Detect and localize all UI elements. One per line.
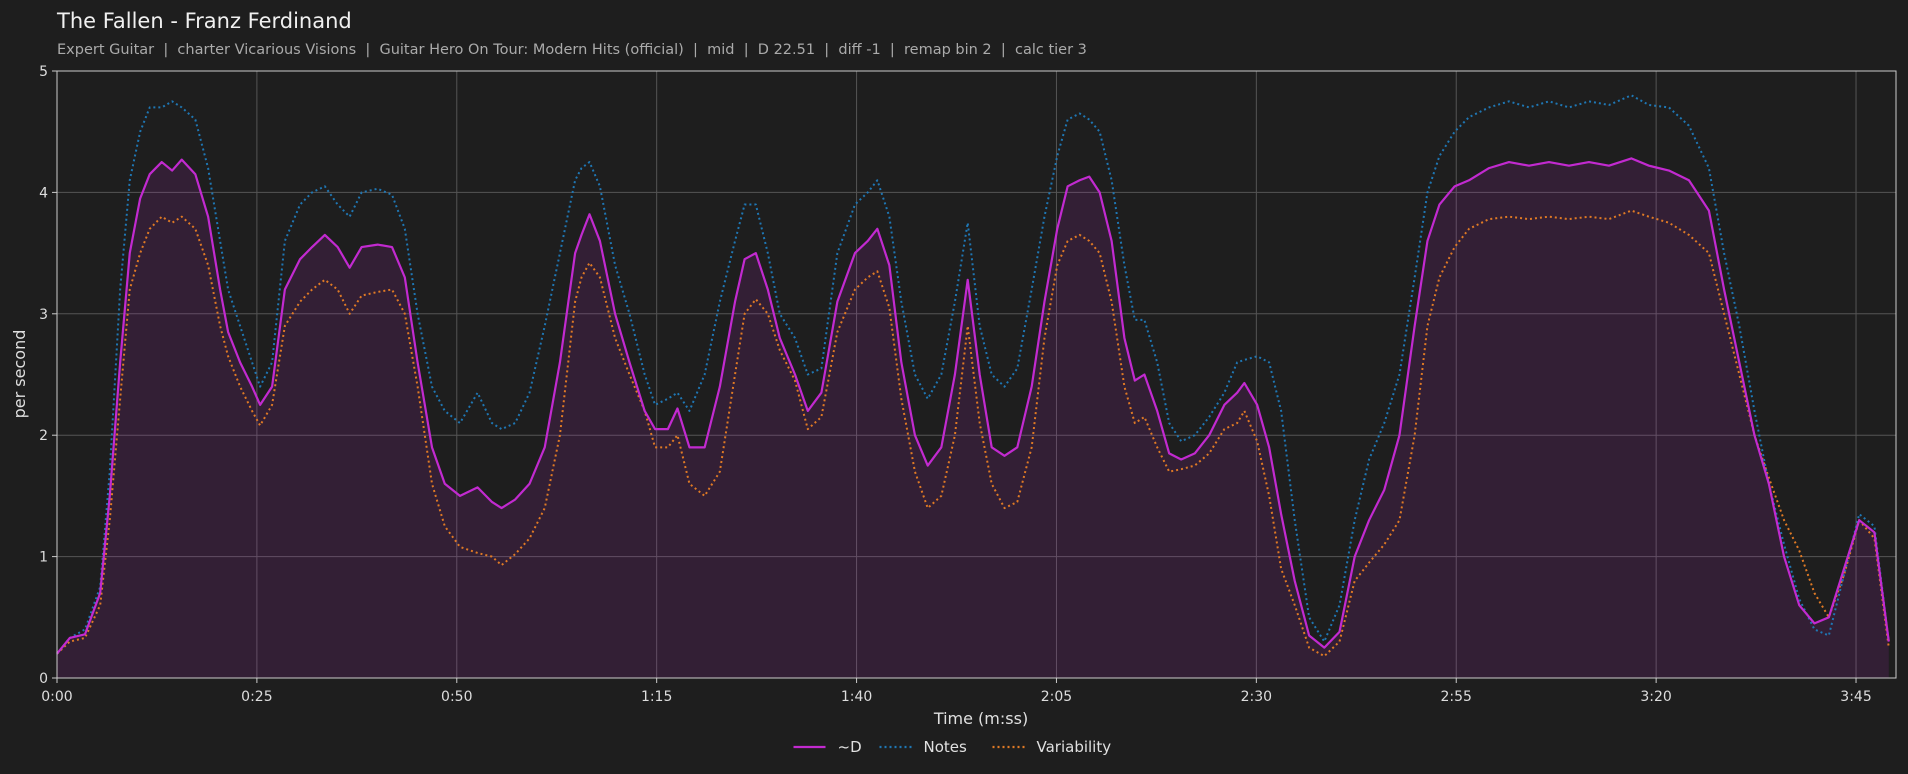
chart-title: The Fallen - Franz Ferdinand — [56, 9, 352, 33]
y-axis-label: per second — [10, 330, 29, 419]
x-tick-label: 1:15 — [641, 689, 672, 705]
legend-label: Variability — [1037, 738, 1112, 756]
x-tick-label: 0:25 — [241, 689, 272, 705]
y-tick-label: 0 — [39, 671, 48, 687]
series-line — [56, 157, 1890, 655]
series-line — [56, 94, 1890, 655]
y-tick-label: 4 — [39, 185, 48, 201]
x-tick-label: 2:05 — [1041, 689, 1072, 705]
chart-subtitle: Expert Guitar | charter Vicarious Vision… — [57, 42, 1087, 58]
plot-area — [56, 94, 1890, 678]
legend: ~D Notes Variability — [793, 738, 1112, 756]
legend-label: ~D — [838, 738, 862, 756]
x-axis-label: Time (m:ss) — [933, 709, 1028, 728]
y-tick-label: 5 — [39, 64, 48, 80]
plot-frame — [56, 70, 1897, 679]
y-tick-label: 1 — [39, 550, 48, 566]
y-tick-label: 3 — [39, 307, 48, 323]
y-tick-label: 2 — [39, 428, 48, 444]
x-tick-label: 0:50 — [441, 689, 472, 705]
ticks: 0:00 0:25 0:50 1:15 1:40 2:05 2:30 2:55 3:20 3:45… — [39, 64, 1872, 705]
x-tick-label: 3:45 — [1840, 689, 1871, 705]
x-tick-label: 2:55 — [1441, 689, 1472, 705]
x-tick-label: 3:20 — [1640, 689, 1671, 705]
x-tick-label: 1:40 — [841, 689, 872, 705]
area-fill — [57, 158, 1889, 678]
x-tick-label: 0:00 — [41, 689, 72, 705]
x-tick-label: 2:30 — [1241, 689, 1272, 705]
legend-label: Notes — [924, 738, 968, 756]
